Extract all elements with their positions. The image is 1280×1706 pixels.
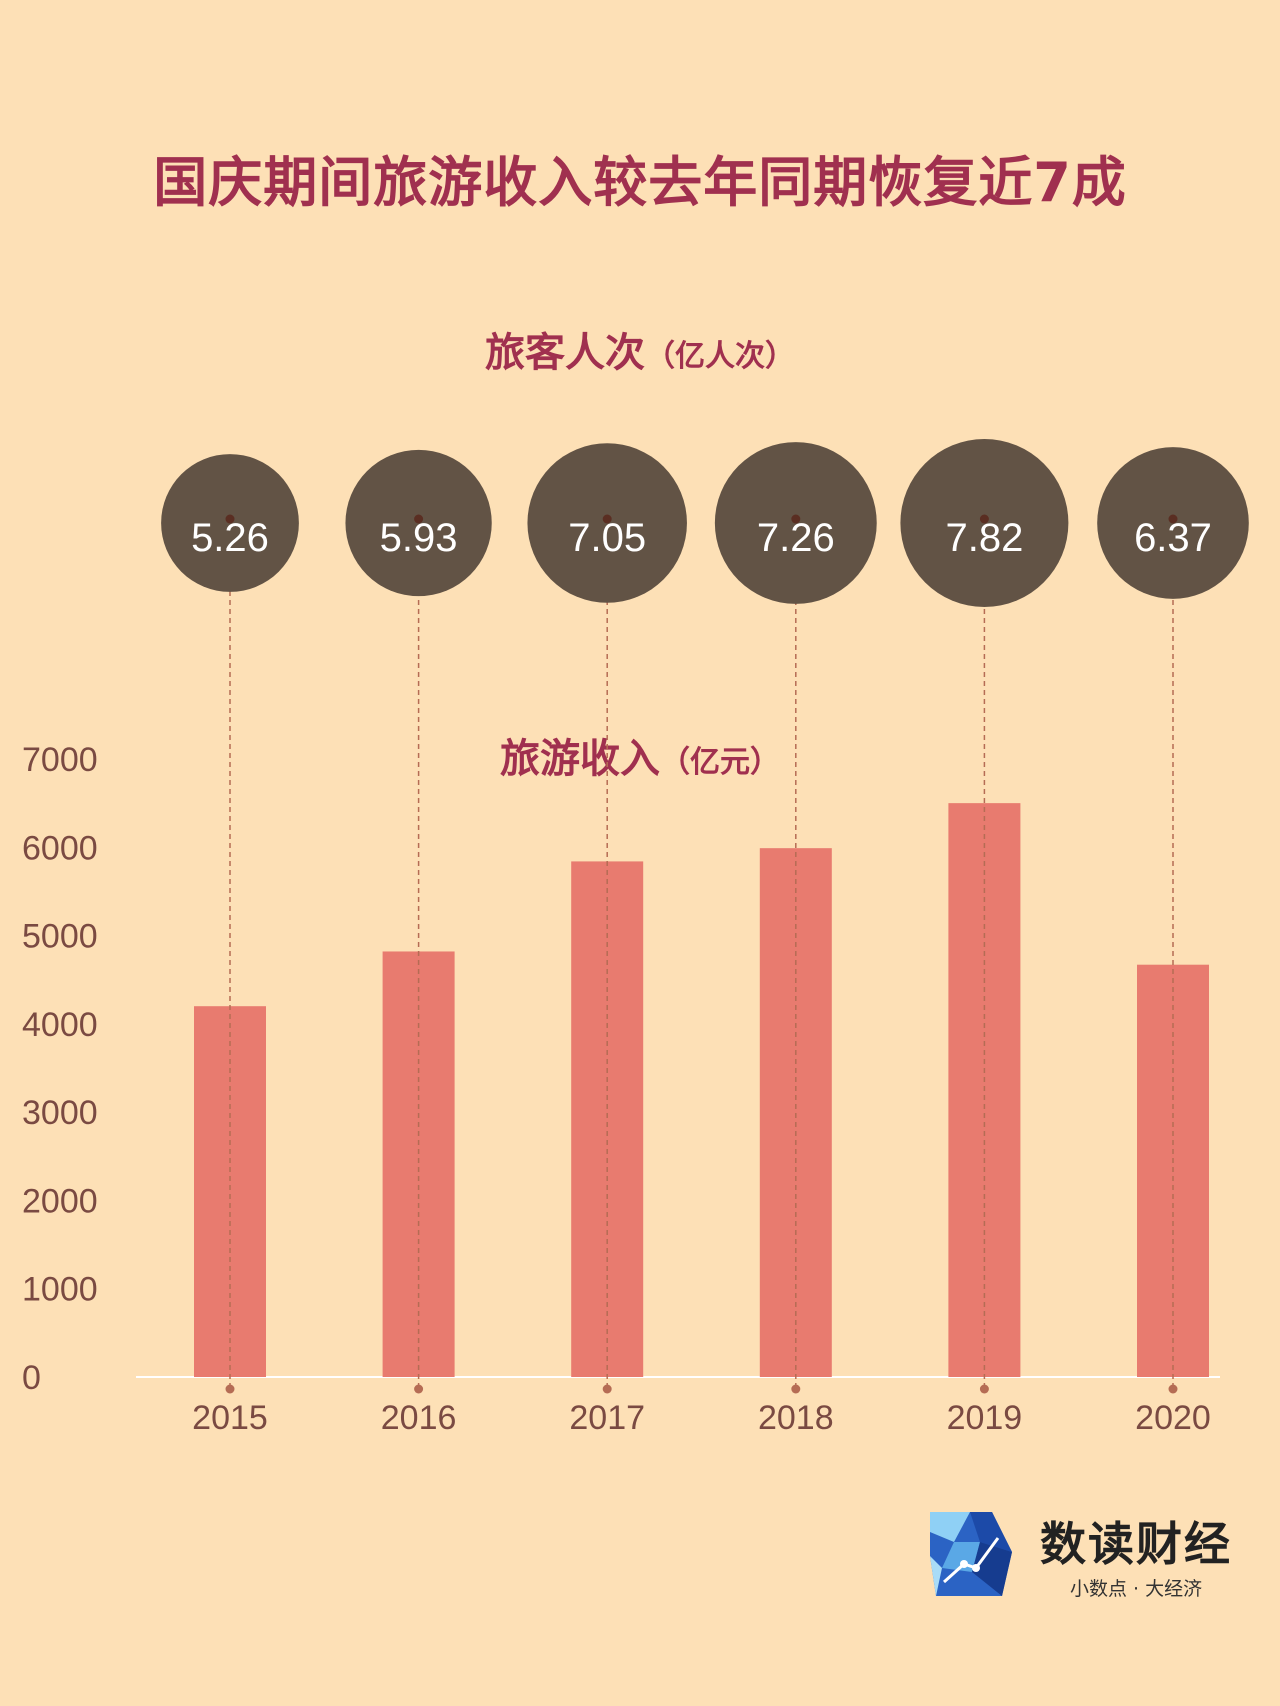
bubble-value-label: 6.37: [1134, 516, 1212, 560]
bubble-center-dot: [225, 514, 235, 524]
revenue-section-title: 旅游收入（亿元）: [0, 726, 1280, 784]
passenger-title-text: 旅客人次: [485, 330, 645, 376]
passenger-section-title: 旅客人次（亿人次）: [0, 320, 1280, 378]
chart-title: 国庆期间旅游收入较去年同期恢复近7成: [153, 151, 1127, 214]
y-tick-label: 6000: [22, 829, 98, 867]
brand-logo: 数读财经 小数点 · 大经济: [930, 1508, 1250, 1604]
y-tick-label: 7000: [22, 741, 98, 779]
y-tick-label: 3000: [22, 1094, 98, 1132]
axis-dot: [791, 1384, 801, 1394]
passenger-unit: （亿人次）: [645, 339, 795, 374]
bubble-value-label: 5.26: [191, 516, 269, 560]
axis-dot: [225, 1384, 235, 1394]
y-tick-label: 2000: [22, 1182, 98, 1220]
bubble-center-dot: [979, 514, 989, 524]
y-tick-label: 4000: [22, 1006, 98, 1044]
revenue-title-text: 旅游收入: [500, 736, 660, 782]
y-tick-label: 5000: [22, 918, 98, 956]
bubble-value-label: 7.82: [945, 516, 1023, 560]
y-tick-label: 1000: [22, 1271, 98, 1309]
x-tick-label: 2020: [1135, 1399, 1211, 1437]
brand-name: 数读财经: [1040, 1517, 1232, 1571]
revenue-bar: [571, 861, 644, 1377]
bubble-value-label: 7.05: [568, 516, 646, 560]
axis-dot: [1168, 1384, 1178, 1394]
x-tick-label: 2018: [758, 1399, 834, 1437]
x-tick-label: 2017: [569, 1399, 645, 1437]
x-tick-label: 2016: [381, 1399, 457, 1437]
x-tick-label: 2019: [947, 1399, 1023, 1437]
brand-slogan: 小数点 · 大经济: [1070, 1578, 1203, 1600]
bubble-center-dot: [1168, 514, 1178, 524]
axis-dot: [414, 1384, 424, 1394]
brand-mark-icon: [930, 1512, 1012, 1596]
bubble-value-label: 5.93: [380, 516, 458, 560]
bubble-value-label: 7.26: [757, 516, 835, 560]
x-tick-label: 2015: [192, 1399, 268, 1437]
axis-dot: [602, 1384, 612, 1394]
bubble-center-dot: [414, 514, 424, 524]
revenue-unit: （亿元）: [660, 745, 780, 780]
y-tick-label: 0: [22, 1359, 41, 1397]
bubble-center-dot: [602, 514, 612, 524]
axis-dot: [979, 1384, 989, 1394]
bubble-center-dot: [791, 514, 801, 524]
